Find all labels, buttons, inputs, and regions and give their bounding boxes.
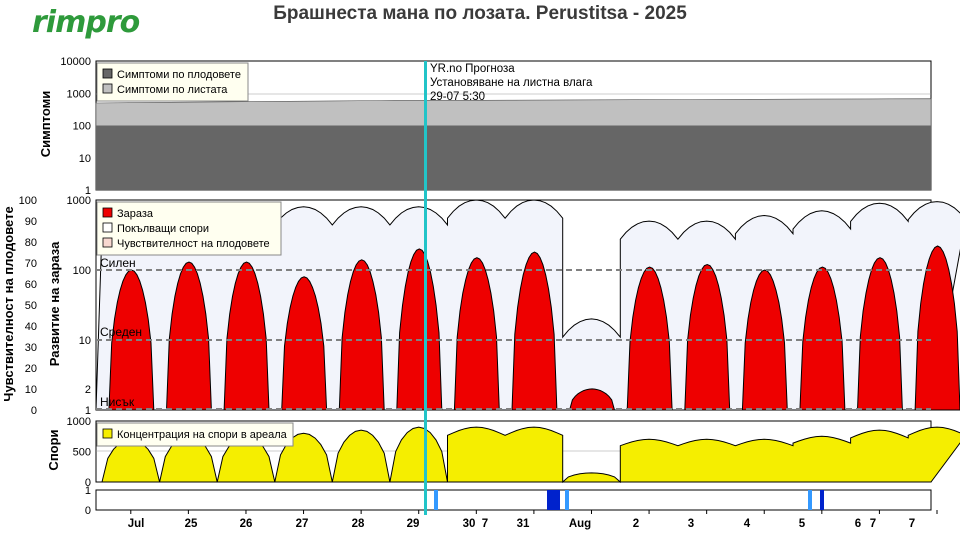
infection-ytick: 1	[85, 405, 91, 417]
spores-legend-swatch	[102, 428, 113, 439]
infection-legend-swatch	[102, 237, 113, 248]
wetness-bar-3	[556, 490, 560, 510]
susceptibility-ytick: 20	[25, 363, 37, 375]
susceptibility-ytick: 50	[25, 300, 37, 312]
wetness-bar-2	[547, 490, 556, 510]
susceptibility-ytick: 90	[25, 216, 37, 228]
symptoms-ytick: 10	[79, 153, 91, 165]
legend-layer: Симптоми по плодовете Симптоми по листата…	[96, 62, 294, 447]
infection-legend-box	[96, 201, 282, 256]
xaxis-label: 2	[633, 518, 639, 530]
spores-ytick: 500	[73, 447, 91, 459]
infection-hump-11	[684, 263, 731, 411]
spores-legend-box	[96, 422, 294, 447]
xaxis-label: 25	[185, 518, 198, 530]
infection-legend-item: Покълващи спори	[117, 223, 209, 235]
xaxis-label: Jul	[128, 518, 145, 530]
level-low-label: Нисък	[100, 395, 135, 409]
forecast-annotation-line1: YR.no Прогноза	[430, 63, 515, 75]
infection-ytick: 100	[73, 265, 91, 277]
susceptibility-ytick: 40	[25, 321, 37, 333]
spores-ylabel: Спори	[46, 429, 61, 470]
level-high-label: Силен	[100, 256, 136, 270]
susceptibility-ytick: 70	[25, 258, 37, 270]
rain-panel-frame	[95, 489, 932, 511]
infection-hump-5	[338, 259, 385, 411]
rain-ytick: 0	[85, 505, 91, 517]
xaxis-label: 7	[870, 518, 876, 530]
susceptibility-ytick: 10	[25, 384, 37, 396]
infection-hump-13	[799, 266, 846, 411]
symptoms-legend-box	[96, 62, 249, 102]
wetness-bar-4	[565, 490, 569, 510]
symptoms-legend-item: Симптоми по плодовете	[117, 69, 241, 81]
forecast-annotation-line2: Установяване на листна влага	[430, 77, 593, 89]
xaxis-label: 26	[240, 518, 253, 530]
symptoms-ylabel: Симптоми	[38, 91, 53, 157]
infection-ylabel: Развитие на зараза	[47, 241, 62, 366]
infection-hump-4	[281, 276, 328, 411]
xaxis-label: 28	[352, 518, 365, 530]
symptoms-legend-item: Симптоми по листата	[117, 84, 228, 96]
xaxis-label: 27	[296, 518, 309, 530]
infection-legend-swatch	[102, 222, 113, 233]
symptoms-legend-swatch	[102, 68, 113, 79]
infection-hump-9	[568, 388, 616, 411]
susceptibility-ytick: 0	[31, 405, 37, 417]
wetness-bar-5	[808, 490, 812, 510]
infection-legend-item: Чувствителност на плодовете	[117, 238, 270, 250]
forecast-annotation-line3: 29-07 5:30	[430, 91, 485, 103]
infection-hump-3	[223, 261, 270, 411]
spores-ytick: 0	[85, 477, 91, 489]
susceptibility-ytick: 80	[25, 237, 37, 249]
infection-ytick: 10	[79, 335, 91, 347]
wetness-bar-6	[820, 490, 824, 510]
rain-ytick: 1	[85, 485, 91, 497]
xaxis-label: 5	[799, 518, 806, 530]
xaxis-label: 7	[482, 518, 488, 530]
symptoms-ytick: 100	[73, 121, 91, 133]
infection-hump-2	[165, 261, 212, 411]
infection-ytick: 1000	[67, 195, 91, 207]
infection-legend-item: Зараза	[117, 208, 154, 220]
symptoms-legend-swatch	[102, 83, 113, 94]
xaxis-label: 6	[855, 518, 861, 530]
infection-hump-6	[396, 248, 443, 411]
susceptibility-ytick: 60	[25, 279, 37, 291]
xaxis-label: 7	[909, 518, 915, 530]
spores-ytick: 1000	[67, 416, 91, 428]
fruit-susceptibility-ylabel: Чувствителност на плодовете	[1, 206, 16, 401]
xaxis-label: 4	[744, 518, 751, 530]
infection-ytick: 2	[85, 384, 91, 396]
susceptibility-ytick: 30	[25, 342, 37, 354]
xaxis-label: 31	[517, 518, 530, 530]
susceptibility-ytick: 100	[19, 195, 37, 207]
infection-hump-15	[914, 245, 960, 411]
spores-legend-item: Концентрация на спори в ареала	[117, 429, 288, 441]
tick-layer: 1000010001001011009080706050403020100100…	[19, 56, 938, 530]
infection-hump-14	[856, 257, 903, 411]
chart-title: Брашнеста мана по лозата. Perustitsa - 2…	[273, 3, 687, 24]
xaxis-label: 29	[407, 518, 420, 530]
infection-hump-7	[453, 257, 500, 411]
xaxis-label: 30	[463, 518, 476, 530]
infection-hump-10	[626, 266, 673, 411]
data-layer	[95, 61, 960, 515]
symptoms-ytick: 1	[85, 185, 91, 197]
infection-hump-8	[511, 251, 558, 411]
xaxis-label: 3	[688, 518, 694, 530]
rimpro-logo: rimpro	[32, 5, 140, 40]
symptoms-ytick: 1000	[67, 88, 91, 100]
symptoms-ytick: 10000	[60, 56, 91, 68]
wetness-bar-1	[434, 490, 438, 510]
infection-legend-swatch	[102, 207, 113, 218]
xaxis-label: Aug	[569, 518, 591, 530]
fruit-symptoms-area	[96, 125, 931, 190]
level-medium-label: Среден	[100, 325, 142, 339]
